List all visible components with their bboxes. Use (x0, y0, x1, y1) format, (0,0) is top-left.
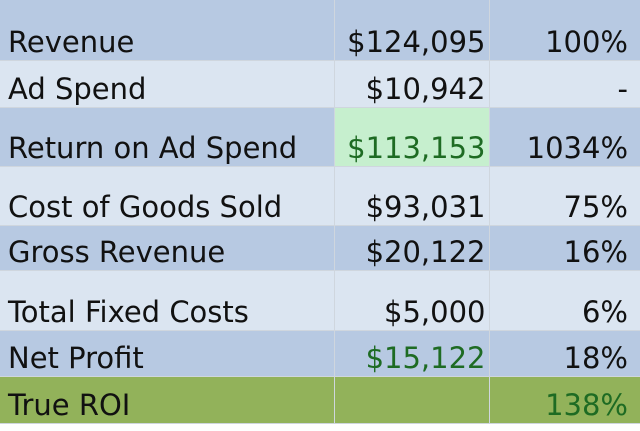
cell-amount-ad-spend[interactable]: $10,942 (334, 60, 490, 108)
cell-percent-return-on-ad-spend[interactable]: 1034% (489, 107, 640, 167)
cell-percent-net-profit[interactable]: 18% (489, 330, 640, 377)
cell-amount-revenue[interactable]: $124,095 (334, 0, 490, 61)
cell-percent-total-fixed-costs[interactable]: 6% (489, 270, 640, 331)
cell-percent-gross-revenue[interactable]: 16% (489, 225, 640, 271)
cell-label-cost-of-goods-sold[interactable]: Cost of Goods Sold (0, 166, 335, 226)
cell-amount-true-roi[interactable] (334, 376, 490, 424)
table-row-gross-revenue: Gross Revenue $20,122 16% (0, 225, 640, 271)
cell-percent-true-roi[interactable]: 138% (489, 376, 640, 424)
cell-percent-ad-spend[interactable]: - (489, 60, 640, 108)
table-row-return-on-ad-spend: Return on Ad Spend $113,153 1034% (0, 107, 640, 167)
cell-label-true-roi[interactable]: True ROI (0, 376, 335, 424)
cell-amount-cost-of-goods-sold[interactable]: $93,031 (334, 166, 490, 226)
cell-amount-gross-revenue[interactable]: $20,122 (334, 225, 490, 271)
table-row-true-roi: True ROI 138% (0, 376, 640, 424)
cell-label-total-fixed-costs[interactable]: Total Fixed Costs (0, 270, 335, 331)
cell-label-return-on-ad-spend[interactable]: Return on Ad Spend (0, 107, 335, 167)
table-row-net-profit: Net Profit $15,122 18% (0, 330, 640, 377)
table-row-revenue: Revenue $124,095 100% (0, 0, 640, 61)
table-row-cost-of-goods-sold: Cost of Goods Sold $93,031 75% (0, 166, 640, 226)
cell-label-gross-revenue[interactable]: Gross Revenue (0, 225, 335, 271)
cell-label-net-profit[interactable]: Net Profit (0, 330, 335, 377)
cell-label-revenue[interactable]: Revenue (0, 0, 335, 61)
cell-percent-cost-of-goods-sold[interactable]: 75% (489, 166, 640, 226)
cell-amount-return-on-ad-spend[interactable]: $113,153 (334, 107, 490, 167)
cell-percent-revenue[interactable]: 100% (489, 0, 640, 61)
table-row-total-fixed-costs: Total Fixed Costs $5,000 6% (0, 270, 640, 331)
cell-amount-net-profit[interactable]: $15,122 (334, 330, 490, 377)
cell-label-ad-spend[interactable]: Ad Spend (0, 60, 335, 108)
cell-amount-total-fixed-costs[interactable]: $5,000 (334, 270, 490, 331)
table-row-ad-spend: Ad Spend $10,942 - (0, 60, 640, 108)
